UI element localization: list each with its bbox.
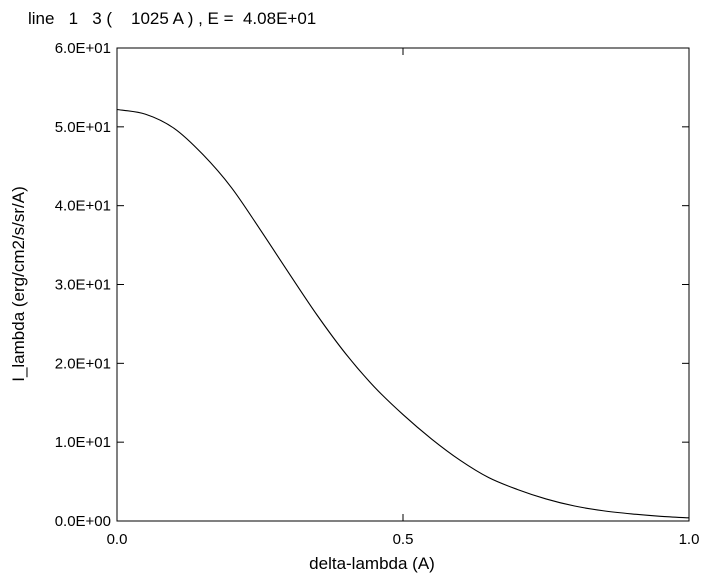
y-tick-label: 0.0E+00 [55,513,111,530]
x-tick-labels: 0.0 0.5 1.0 [107,531,700,548]
series-line [116,108,690,519]
x-axis-label: delta-lambda (A) [309,554,435,573]
y-tick-label: 3.0E+01 [55,277,111,294]
chart-title: line 1 3 ( 1025 A ) , E = 4.08E+01 [28,9,316,28]
y-tick-label: 4.0E+01 [55,198,111,215]
x-tick-label: 1.0 [679,531,700,548]
y-tick-labels: 0.0E+00 1.0E+01 2.0E+01 3.0E+01 4.0E+01 5.0E+… [55,40,111,530]
y-axis-label: I_lambda (erg/cm2/s/sr/A) [9,186,28,382]
y-tick-label: 2.0E+01 [55,355,111,372]
x-tick-label: 0.5 [393,531,414,548]
x-tick-label: 0.0 [107,531,128,548]
y-tick-label: 6.0E+01 [55,40,111,57]
axis-ticks [116,47,690,522]
y-tick-label: 1.0E+01 [55,434,111,451]
plot-frame [116,47,690,522]
y-tick-label: 5.0E+01 [55,119,111,136]
